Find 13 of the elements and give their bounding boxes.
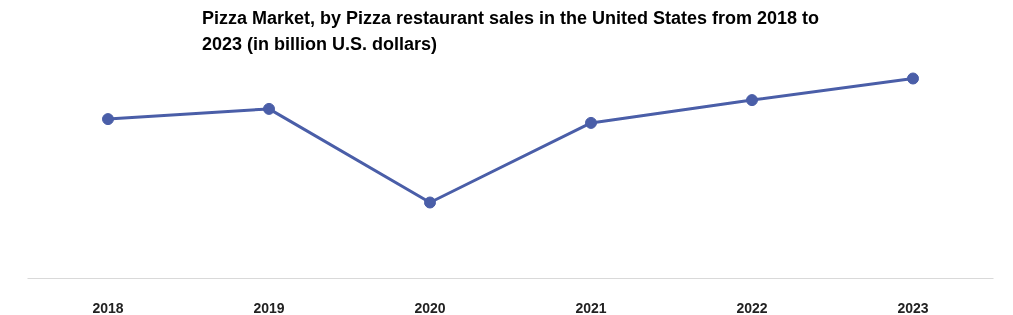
x-tick-label: 2022 [736,299,768,315]
chart-title: Pizza Market, by Pizza restaurant sales in the United States from 2018 to 2023 (in billion U.S. dollars) [201,7,820,54]
point [263,102,275,115]
x-tick-label: 2023 [897,299,929,315]
x-tick-label: 2018 [92,299,124,315]
x-tick-label: 2019 [253,299,285,315]
point [907,72,919,85]
point [585,116,597,129]
x-tick-label: 2020 [414,299,446,315]
point [746,94,758,107]
point [102,113,114,126]
point [424,196,436,209]
x-tick-label: 2021 [575,299,607,315]
